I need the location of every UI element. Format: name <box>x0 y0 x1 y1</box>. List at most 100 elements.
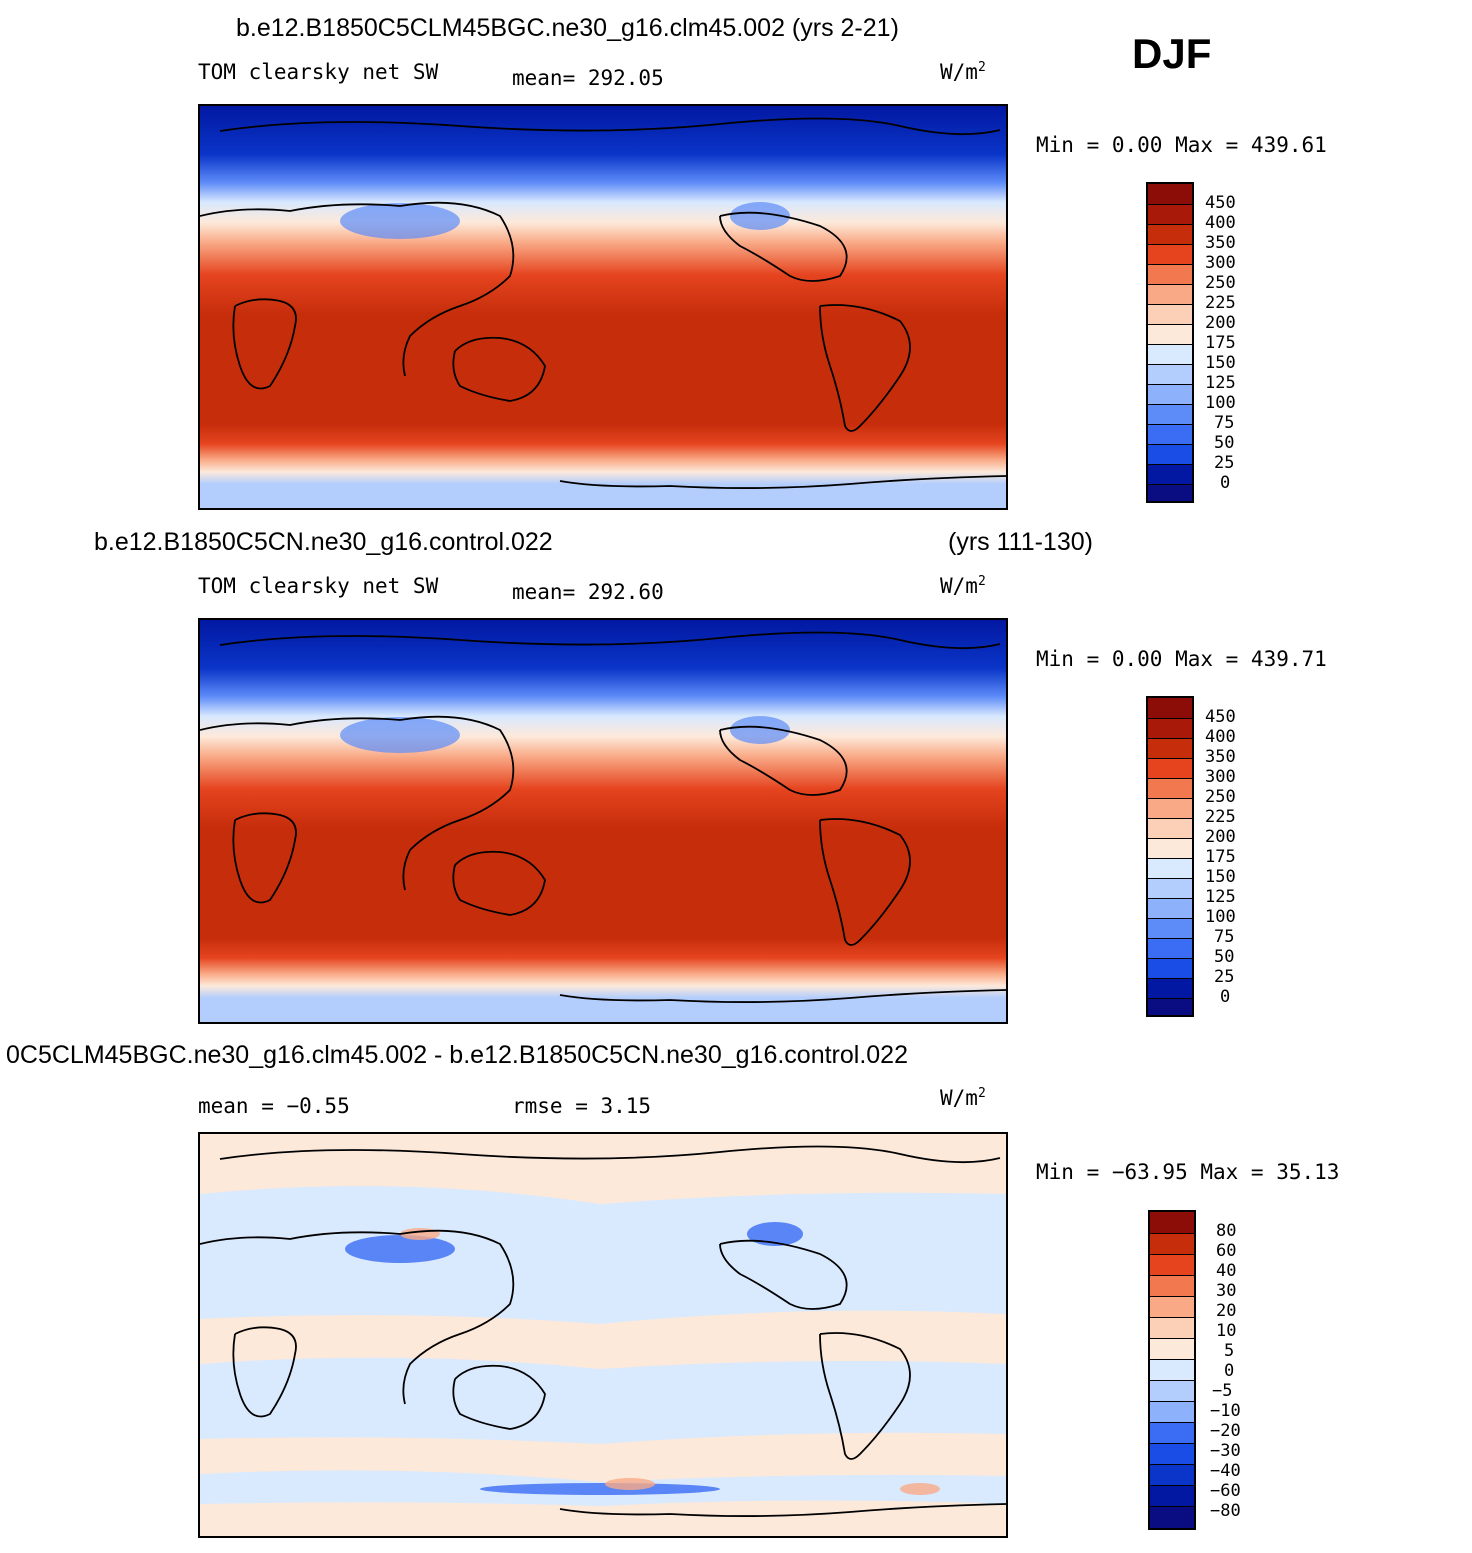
panel3-swatch <box>1150 1212 1194 1233</box>
panel2-colorbar <box>1146 696 1194 1017</box>
panel2-swatch <box>1148 958 1192 978</box>
panel1-cbar-label: 100 <box>1205 393 1236 413</box>
panel2-coastlines <box>200 631 1006 1003</box>
panel2-swatch <box>1148 718 1192 738</box>
panel1-swatch <box>1148 184 1192 204</box>
panel1-coastlines <box>200 117 1006 489</box>
panel1-cbar-label: 200 <box>1205 313 1236 333</box>
panel2-cbar-label: 150 <box>1205 867 1236 887</box>
panel3-swatch <box>1150 1275 1194 1296</box>
panel3-cbar-label: 30 <box>1216 1281 1237 1301</box>
panel2-map <box>198 618 1008 1024</box>
season-label: DJF <box>1132 30 1212 77</box>
panel3-cbar-label: −10 <box>1210 1401 1241 1421</box>
panel3-cbar-label: −40 <box>1210 1461 1241 1481</box>
panel1-swatch <box>1148 444 1192 464</box>
panel1-cbar-label: 125 <box>1205 373 1236 393</box>
panel3-colorbar <box>1148 1210 1196 1530</box>
panel1-cbar-label: 175 <box>1205 333 1236 353</box>
panel2-cbar-label: 100 <box>1205 907 1236 927</box>
panel3-cbar-label: 0 <box>1224 1361 1235 1381</box>
panel3-cbar-label: 20 <box>1216 1301 1237 1321</box>
panel2-swatch <box>1148 758 1192 778</box>
panel3-cbar-label: −80 <box>1210 1501 1241 1521</box>
panel1-minmax-label: Min = 0.00 Max = 439.61 <box>1036 133 1327 157</box>
panel3-swatch <box>1150 1233 1194 1254</box>
panel3-coastlines <box>200 1145 1006 1517</box>
panel2-swatch <box>1148 818 1192 838</box>
panel2-cbar-label: 225 <box>1205 807 1236 827</box>
panel3-rmse-label: rmse = 3.15 <box>512 1094 652 1118</box>
panel2-cbar-label: 75 <box>1214 927 1235 947</box>
panel3-cbar-label: −5 <box>1212 1381 1233 1401</box>
panel2-swatch <box>1148 838 1192 858</box>
panel2-cbar-label: 250 <box>1205 787 1236 807</box>
panel3-neg-regions <box>200 1186 1006 1506</box>
panel1-cbar-label: 75 <box>1214 413 1235 433</box>
panel1-cbar-label: 400 <box>1205 213 1236 233</box>
panel2-swatch <box>1148 698 1192 718</box>
panel3-map <box>198 1132 1008 1538</box>
panel1-cbar-label: 150 <box>1205 353 1236 373</box>
panel3-swatch <box>1150 1338 1194 1359</box>
panel2-swatch <box>1148 978 1192 998</box>
panel3-cbar-label: 10 <box>1216 1321 1237 1341</box>
panel1-swatch <box>1148 424 1192 444</box>
panel1-swatch <box>1148 284 1192 304</box>
panel1-variable-label: TOM clearsky net SW <box>198 60 439 84</box>
panel2-cbar-label: 50 <box>1214 947 1235 967</box>
panel3-case-title: 0C5CLM45BGC.ne30_g16.clm45.002 - b.e12.B… <box>6 1041 908 1069</box>
panel1-swatch <box>1148 344 1192 364</box>
panel2-blob-asia <box>340 717 460 753</box>
panel2-swatch <box>1148 898 1192 918</box>
panel3-swatch <box>1150 1464 1194 1485</box>
panel1-swatch <box>1148 304 1192 324</box>
panel3-cbar-label: 5 <box>1224 1341 1235 1361</box>
panel2-map-svg <box>200 620 1006 1022</box>
panel2-cbar-label: 125 <box>1205 887 1236 907</box>
panel1-swatch <box>1148 324 1192 344</box>
panel1-cbar-label: 250 <box>1205 273 1236 293</box>
panel2-variable-label: TOM clearsky net SW <box>198 574 439 598</box>
panel1-mean-label: mean= 292.05 <box>512 66 664 90</box>
panel3-swatch <box>1150 1485 1194 1506</box>
panel2-swatch <box>1148 798 1192 818</box>
panel1-swatch <box>1148 364 1192 384</box>
panel2-swatch <box>1148 998 1192 1015</box>
panel3-cbar-label: 60 <box>1216 1241 1237 1261</box>
panel3-swatch <box>1150 1380 1194 1401</box>
panel2-swatch <box>1148 858 1192 878</box>
panel2-blob-na <box>730 716 790 744</box>
panel1-cbar-label: 225 <box>1205 293 1236 313</box>
panel2-minmax-label: Min = 0.00 Max = 439.71 <box>1036 647 1327 671</box>
panel2-cbar-label: 0 <box>1220 987 1231 1007</box>
panel3-swatch <box>1150 1422 1194 1443</box>
panel3-minmax-label: Min = −63.95 Max = 35.13 <box>1036 1160 1340 1184</box>
panel1-swatch <box>1148 204 1192 224</box>
panel1-blob-na <box>730 202 790 230</box>
panel2-mean-label: mean= 292.60 <box>512 580 664 604</box>
panel3-mean-label: mean = −0.55 <box>198 1094 350 1118</box>
panel3-cbar-label: −60 <box>1210 1481 1241 1501</box>
panel3-cbar-label: 40 <box>1216 1261 1237 1281</box>
panel1-swatch <box>1148 224 1192 244</box>
panel1-cbar-label: 350 <box>1205 233 1236 253</box>
panel2-swatch <box>1148 738 1192 758</box>
panel3-swatch <box>1150 1317 1194 1338</box>
panel3-swatch <box>1150 1359 1194 1380</box>
panel3-units-label: W/m2 <box>940 1086 986 1110</box>
panel2-cbar-label: 450 <box>1205 707 1236 727</box>
panel3-swatch <box>1150 1443 1194 1464</box>
panel1-blob-asia <box>340 203 460 239</box>
panel1-swatch <box>1148 244 1192 264</box>
panel3-cbar-label: 80 <box>1216 1221 1237 1241</box>
panel3-swatch <box>1150 1506 1194 1528</box>
panel2-cbar-label: 350 <box>1205 747 1236 767</box>
panel2-swatch <box>1148 938 1192 958</box>
panel2-cbar-label: 400 <box>1205 727 1236 747</box>
panel2-cbar-label: 200 <box>1205 827 1236 847</box>
panel3-swatch <box>1150 1401 1194 1422</box>
panel1-units-label: W/m2 <box>940 60 986 84</box>
panel1-colorbar <box>1146 182 1194 503</box>
panel2-swatch <box>1148 778 1192 798</box>
